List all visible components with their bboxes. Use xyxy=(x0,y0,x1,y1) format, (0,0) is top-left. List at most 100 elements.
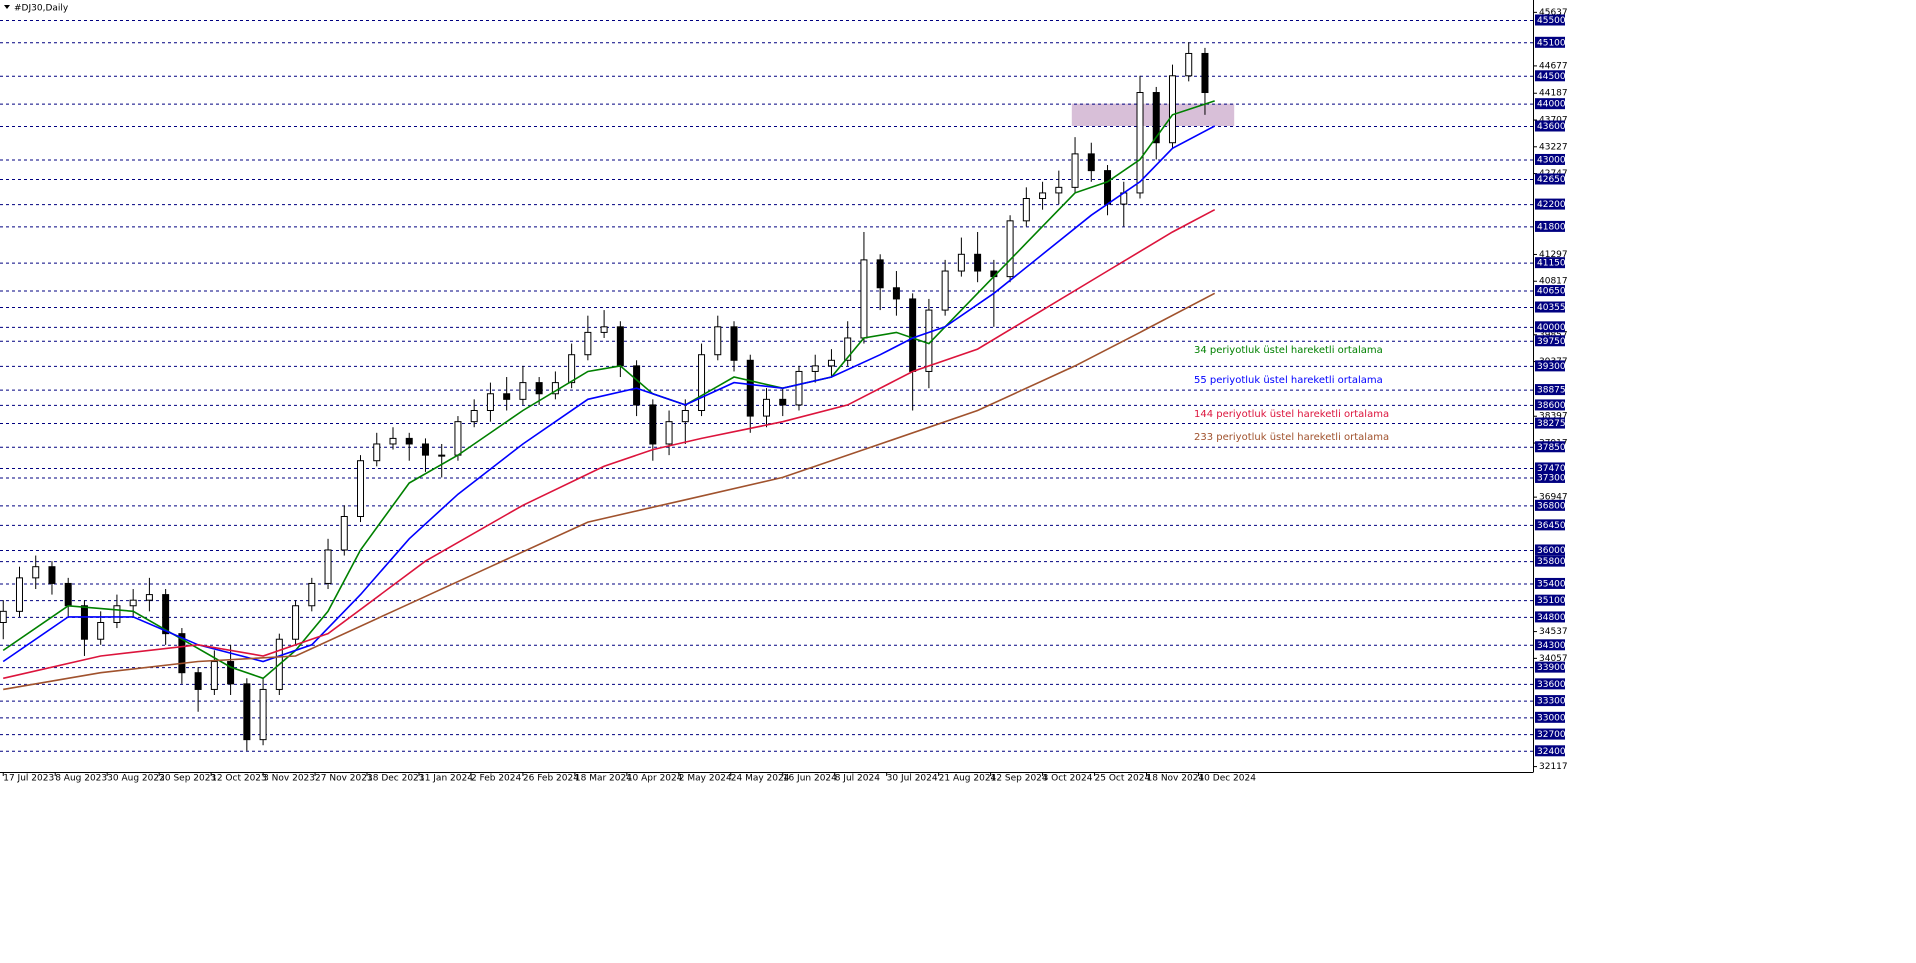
candle-body xyxy=(568,354,576,384)
level-label: 35800 xyxy=(1537,557,1566,567)
level-label-box xyxy=(1535,745,1565,757)
level-label: 42650 xyxy=(1537,175,1566,185)
candle-body xyxy=(1039,192,1047,200)
x-tick-label: 10 Dec 2024 xyxy=(1198,774,1256,784)
level-label: 32700 xyxy=(1537,730,1566,740)
x-tick-label: 25 Oct 2024 xyxy=(1095,774,1151,784)
level-label: 43600 xyxy=(1537,122,1566,132)
level-label-box xyxy=(1535,70,1565,82)
level-label: 33300 xyxy=(1537,697,1566,707)
candle-body xyxy=(698,354,706,412)
level-label-box xyxy=(1535,417,1565,429)
level-label-box xyxy=(1535,678,1565,690)
level-label-box xyxy=(1535,555,1565,567)
candle-body xyxy=(162,594,170,635)
x-tick-label: 12 Sep 2024 xyxy=(991,774,1048,784)
level-label: 41800 xyxy=(1537,222,1566,232)
candle-body xyxy=(1201,52,1209,94)
candle-body xyxy=(876,259,884,289)
candle-body xyxy=(292,605,300,640)
level-label: 44500 xyxy=(1537,72,1566,82)
level-label: 40355 xyxy=(1537,303,1566,313)
legend-label: 233 periyotluk üstel hareketli ortalama xyxy=(1194,432,1389,443)
y-tick-label: 38397 xyxy=(1539,412,1568,422)
candle-body xyxy=(454,421,462,456)
candle-body xyxy=(405,437,413,445)
x-tick-label: 20 Sep 2023 xyxy=(159,774,216,784)
x-tick-label: 27 Nov 2023 xyxy=(315,774,373,784)
level-label-box xyxy=(1535,661,1565,673)
candle-body xyxy=(178,633,186,674)
x-tick-label: 10 Apr 2024 xyxy=(627,774,683,784)
candle-body xyxy=(308,582,316,607)
x-tick-label: 8 Aug 2023 xyxy=(55,774,107,784)
candle-body xyxy=(681,410,689,423)
level-label: 36000 xyxy=(1537,546,1566,556)
y-tick-label: 45637 xyxy=(1539,8,1568,18)
candle-body xyxy=(340,515,348,551)
candle-body xyxy=(129,599,137,607)
candle-body xyxy=(649,404,657,445)
x-tick-label: 3 Oct 2024 xyxy=(1043,774,1093,784)
level-label-box xyxy=(1535,120,1565,132)
level-label-box xyxy=(1535,728,1565,740)
x-tick-label: 8 Jul 2024 xyxy=(835,774,880,784)
candle-body xyxy=(259,688,267,741)
level-label: 33600 xyxy=(1537,680,1566,690)
level-label-box xyxy=(1535,257,1565,269)
level-label-box xyxy=(1535,198,1565,210)
level-label-box xyxy=(1535,462,1565,474)
candle-body xyxy=(730,326,738,361)
level-label: 33900 xyxy=(1537,663,1566,673)
y-tick-label: 41297 xyxy=(1539,250,1568,260)
title-arrow xyxy=(4,5,10,9)
y-tick-label: 34537 xyxy=(1539,627,1568,637)
x-tick-label: 11 Jan 2024 xyxy=(419,774,473,784)
level-label: 36450 xyxy=(1537,521,1566,531)
candle-body xyxy=(665,421,673,445)
level-label: 42200 xyxy=(1537,200,1566,210)
level-label-box xyxy=(1535,285,1565,297)
candle-body xyxy=(1152,92,1160,144)
candle-body xyxy=(243,683,251,741)
legend-label: 144 periyotluk üstel hareketli ortalama xyxy=(1194,409,1389,420)
level-label-box xyxy=(1535,499,1565,511)
candle-body xyxy=(941,270,949,311)
candle-body xyxy=(957,253,965,272)
level-label-box xyxy=(1535,577,1565,589)
x-tick-label: 26 Feb 2024 xyxy=(523,774,579,784)
candle-body xyxy=(1168,75,1176,144)
y-tick-label: 36947 xyxy=(1539,493,1568,503)
ma-line xyxy=(3,208,1216,680)
candle-body xyxy=(779,398,787,406)
level-label-box xyxy=(1535,220,1565,232)
candle-body xyxy=(32,566,40,579)
x-tick-label: 2 Feb 2024 xyxy=(471,774,522,784)
candle-body xyxy=(535,382,543,395)
level-label-box xyxy=(1535,173,1565,185)
level-label: 35100 xyxy=(1537,596,1566,606)
level-label-box xyxy=(1535,611,1565,623)
level-label: 38600 xyxy=(1537,401,1566,411)
candle-body xyxy=(1104,170,1112,205)
candle-body xyxy=(584,331,592,356)
y-tick-label: 34057 xyxy=(1539,654,1568,664)
candle-body xyxy=(470,410,478,423)
candle-body xyxy=(600,326,608,333)
candle-body xyxy=(892,287,900,300)
candle-body xyxy=(438,454,446,457)
level-label: 44000 xyxy=(1537,100,1566,110)
level-label-box xyxy=(1535,639,1565,651)
candle-body xyxy=(746,359,754,417)
level-label-box xyxy=(1535,441,1565,453)
level-label-box xyxy=(1535,384,1565,396)
level-label: 32400 xyxy=(1537,747,1566,757)
x-tick-label: 18 Nov 2024 xyxy=(1147,774,1205,784)
candle-body xyxy=(1087,153,1095,172)
legend-label: 55 periyotluk üstel hareketli ortalama xyxy=(1194,375,1383,386)
plot-area xyxy=(0,19,1533,752)
level-label: 43000 xyxy=(1537,155,1566,165)
ma-line xyxy=(2,125,1216,663)
